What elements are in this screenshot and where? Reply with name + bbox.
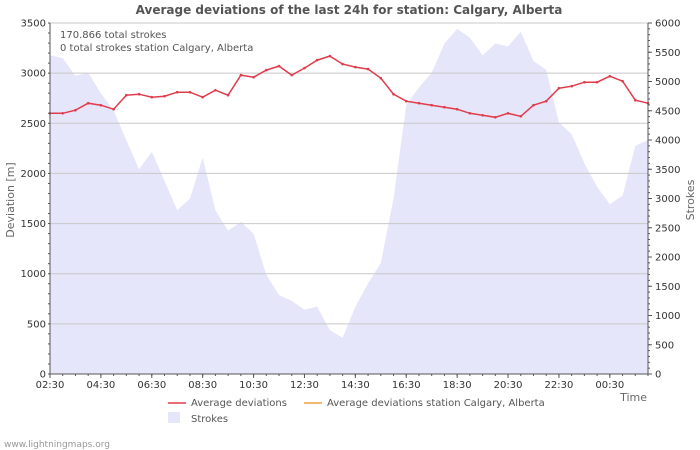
average-deviations-point xyxy=(265,68,268,72)
x-tick-label: 18:30 xyxy=(443,380,472,391)
x-tick-label: 20:30 xyxy=(494,380,523,391)
y2-tick-label: 6000 xyxy=(655,19,680,30)
average-deviations-point xyxy=(570,84,573,88)
y-tick-label: 3000 xyxy=(21,69,46,80)
x-tick-label: 16:30 xyxy=(392,380,421,391)
y-tick-label: 0 xyxy=(40,370,46,381)
average-deviations-point xyxy=(137,92,141,96)
average-deviations-point xyxy=(239,73,243,77)
footer-branding: www.lightningmaps.org xyxy=(4,440,110,450)
average-deviations-point xyxy=(583,80,586,84)
chart-title: Average deviations of the last 24h for s… xyxy=(136,3,563,17)
x-tick-label: 10:30 xyxy=(239,380,268,391)
y2-tick-label: 2500 xyxy=(655,223,680,234)
average-deviations-point xyxy=(557,86,561,90)
y2-tick-label: 5000 xyxy=(655,77,680,88)
average-deviations-point xyxy=(277,64,281,68)
y2-tick-label: 4500 xyxy=(655,106,680,117)
average-deviations-point xyxy=(392,92,395,96)
y-tick-label: 500 xyxy=(27,319,46,330)
axis-layer: 0 500 1000 1500 2000 2500 3000 3500 0 500 1000 1500… xyxy=(21,19,681,392)
total-strokes-annotation: 170.866 total strokes xyxy=(60,30,167,41)
average-deviations-point xyxy=(519,115,523,118)
x-tick-label: 12:30 xyxy=(290,380,319,391)
average-deviations-point xyxy=(443,105,446,109)
y-tick-label: 2000 xyxy=(21,169,46,180)
average-deviations-point xyxy=(290,73,294,77)
average-deviations-point xyxy=(417,101,421,105)
average-deviations-point xyxy=(379,76,383,80)
strokes-area xyxy=(50,28,648,375)
average-deviations-point xyxy=(99,103,103,107)
y-axis-label: Deviation [m] xyxy=(4,162,17,237)
y2-axis-label: Strokes xyxy=(684,179,697,220)
average-deviations-point xyxy=(74,108,77,112)
average-deviations-point xyxy=(595,80,599,84)
x-tick-label: 14:30 xyxy=(341,380,370,391)
x-tick-label: 06:30 xyxy=(137,380,166,391)
y2-tick-label: 1500 xyxy=(655,282,680,293)
average-deviations-point xyxy=(214,88,217,92)
average-deviations-point xyxy=(608,74,612,78)
y2-tick-label: 0 xyxy=(655,370,661,381)
average-deviations-point xyxy=(532,103,535,107)
average-deviations-point xyxy=(201,95,204,99)
average-deviations-point xyxy=(405,99,408,103)
y-tick-label: 1000 xyxy=(21,269,46,280)
average-deviations-point xyxy=(544,99,548,103)
average-deviations-point xyxy=(188,90,192,94)
y-tick-label: 2500 xyxy=(21,119,46,130)
average-deviations-point xyxy=(354,65,357,69)
average-deviations-point xyxy=(163,94,166,98)
x-tick-label: 04:30 xyxy=(86,380,115,391)
y2-tick-label: 4000 xyxy=(655,136,680,147)
deviation-line-layer xyxy=(48,54,650,119)
average-deviations-point xyxy=(341,62,344,66)
average-deviations-point xyxy=(315,58,319,62)
average-deviations-point xyxy=(506,112,510,115)
x-tick-label: 02:30 xyxy=(36,380,65,391)
y2-tick-label: 500 xyxy=(655,340,674,351)
average-deviations-point xyxy=(252,75,255,79)
x-axis-label: Time xyxy=(619,391,647,404)
average-deviations-point xyxy=(150,95,154,99)
average-deviations-point xyxy=(481,114,484,117)
average-deviations-point xyxy=(112,107,115,111)
y2-tick-label: 1000 xyxy=(655,311,680,322)
strokes-area-layer xyxy=(50,28,648,375)
y2-tick-label: 2000 xyxy=(655,253,680,264)
legend-label-station-deviations: Average deviations station Calgary, Albe… xyxy=(327,398,545,409)
average-deviations-point xyxy=(175,90,179,94)
average-deviations-point xyxy=(494,116,497,119)
average-deviations-line xyxy=(50,55,649,119)
legend-label-strokes: Strokes xyxy=(191,414,228,425)
x-tick-label: 00:30 xyxy=(595,380,624,391)
y2-tick-label: 5500 xyxy=(655,48,680,59)
station-strokes-annotation: 0 total strokes station Calgary, Alberta xyxy=(60,43,253,54)
average-deviations-point xyxy=(328,54,332,58)
y-tick-label: 3500 xyxy=(21,19,46,30)
average-deviations-point xyxy=(366,67,370,71)
average-deviations-point xyxy=(226,93,230,97)
x-tick-label: 08:30 xyxy=(188,380,217,391)
y2-tick-label: 3500 xyxy=(655,165,680,176)
x-tick-label: 22:30 xyxy=(545,380,574,391)
y2-tick-label: 3000 xyxy=(655,194,680,205)
average-deviations-point xyxy=(634,98,637,102)
average-deviations-point xyxy=(455,107,459,111)
average-deviations-point xyxy=(468,112,472,115)
legend-swatch-strokes xyxy=(168,412,180,423)
average-deviations-point xyxy=(86,101,90,105)
average-deviations-point xyxy=(61,112,64,115)
y-tick-label: 1500 xyxy=(21,219,46,230)
legend-label-average-deviations: Average deviations xyxy=(191,398,287,409)
average-deviations-point xyxy=(303,66,306,70)
average-deviations-point xyxy=(430,103,434,107)
average-deviations-point xyxy=(125,93,128,97)
average-deviations-point xyxy=(621,79,624,83)
